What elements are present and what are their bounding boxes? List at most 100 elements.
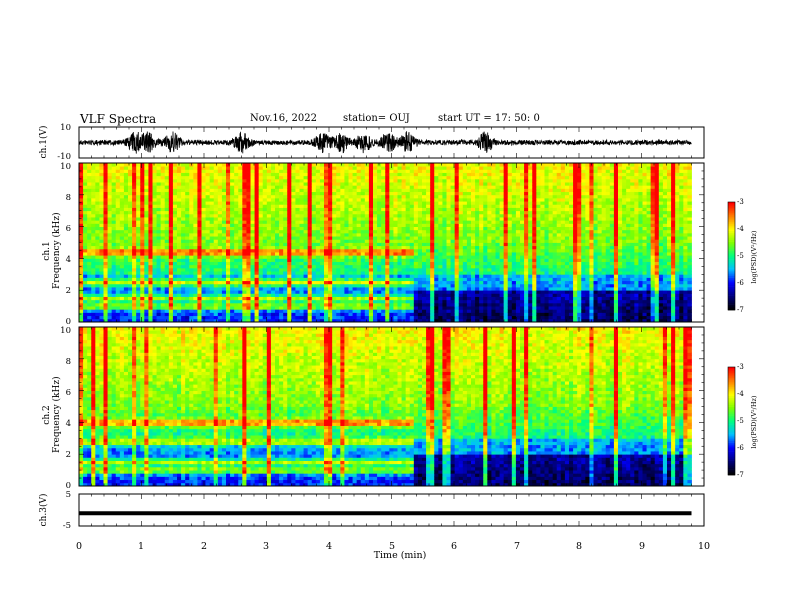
ch1-spectrogram-cell: [332, 194, 337, 199]
ch1-spectrogram-cell: [434, 169, 439, 173]
ch1-spectrogram-cell: [307, 226, 313, 231]
ch1-spectrogram-cell: [262, 217, 268, 221]
ch1-spectrogram-cell: [479, 302, 484, 307]
ch1-spectrogram-cell: [471, 207, 476, 212]
ch1-spectrogram-cell: [164, 201, 170, 205]
ch1-spectrogram-cell: [466, 261, 472, 266]
ch1-spectrogram-cell: [87, 318, 92, 323]
ch1-spectrogram-cell: [397, 261, 402, 266]
ch1-spectrogram-cell: [217, 290, 223, 294]
ch1-spectrogram-cell: [279, 290, 284, 294]
ch1-spectrogram-cell: [123, 299, 129, 304]
ch1-spectrogram-cell: [177, 166, 182, 170]
ch1-spectrogram-cell: [356, 163, 362, 167]
ch1-spectrogram-cell: [283, 277, 288, 282]
ch1-spectrogram-cell: [103, 306, 108, 310]
ch1-spectrogram-cell: [454, 267, 460, 272]
ch1-spectrogram-cell: [483, 201, 488, 205]
ch1-spectrogram-cell: [258, 293, 264, 297]
ch1-spectrogram-cell: [132, 191, 137, 196]
ch1-spectrogram-cell: [128, 287, 133, 291]
ch1-spectrogram-cell: [311, 271, 317, 275]
ch1-spectrogram-cell: [168, 223, 174, 227]
ch1-spectrogram-cell: [332, 283, 337, 288]
ch1-spectrogram-cell: [275, 306, 280, 310]
ch1-spectrogram-cell: [397, 315, 402, 320]
ch1-spectrogram-cell: [422, 166, 427, 170]
ch1-spectrogram-cell: [430, 293, 435, 297]
ch1-spectrogram-cell: [434, 274, 439, 278]
ch1-spectrogram-cell: [389, 261, 394, 266]
ch1-spectrogram-cell: [397, 201, 402, 205]
ch1-spectrogram-cell: [189, 207, 194, 212]
ch1-spectrogram-cell: [344, 226, 349, 231]
ch1-spectrogram-cell: [340, 204, 345, 208]
ch1-spectrogram-cell: [115, 236, 121, 240]
ch1-spectrogram-cell: [430, 226, 435, 231]
ch1-spectrogram-cell: [246, 242, 251, 247]
ch1-spectrogram-cell: [430, 283, 435, 288]
ch1-spectrogram-cell: [426, 299, 431, 304]
ch1-spectrogram-cell: [401, 175, 407, 180]
ch1-spectrogram-cell: [319, 188, 325, 193]
ch1-spectrogram-cell: [328, 210, 333, 215]
ch1-spectrogram-cell: [279, 296, 284, 301]
ch1-spectrogram-cell: [234, 185, 239, 189]
ch1-spectrogram-cell: [95, 223, 100, 227]
ch1-spectrogram-cell: [377, 277, 382, 282]
ch1-spectrogram-cell: [422, 299, 427, 304]
ch1-spectrogram-cell: [87, 178, 92, 183]
ch1-spectrogram-cells: [79, 163, 692, 323]
ch1-spectrogram-cell: [454, 201, 460, 205]
ch1-spectrogram-cell: [132, 188, 137, 193]
ch1-spectrogram-cell: [201, 264, 206, 269]
ch1-spectrogram-cell: [348, 277, 353, 282]
ch1-spectrogram-cell: [160, 169, 166, 173]
ch1-spectrogram-cell: [275, 223, 280, 227]
ch1-spectrogram-cell: [413, 315, 419, 320]
ch1-spectrogram-cell: [348, 293, 353, 297]
ch1-spectrogram-cell: [123, 258, 129, 262]
ch1-spectrogram-cell: [405, 274, 411, 278]
ch1-spectrogram-cell: [99, 169, 104, 173]
ch1-spectrogram-cell: [393, 264, 398, 269]
ch1-spectrogram-cell: [160, 232, 166, 237]
ch1-spectrogram-cell: [438, 163, 443, 167]
ch1-spectrogram-cell: [91, 271, 96, 275]
ch1-spectrogram-cell: [242, 306, 247, 310]
ch1-spectrogram-cell: [413, 280, 419, 285]
ch1-spectrogram-cell: [352, 175, 358, 180]
ch1-spectrogram-cell: [377, 223, 382, 227]
ch1-spectrogram-cell: [103, 175, 108, 180]
ch1-spectrogram-cell: [397, 302, 402, 307]
ch1-spectrogram-cell: [99, 290, 104, 294]
ch1-spectrogram-cell: [148, 207, 153, 212]
ch1-spectrogram-cell: [291, 213, 296, 218]
ch1-spectrogram-cell: [368, 302, 374, 307]
ch1-spectrogram-cell: [287, 178, 292, 183]
ch1-spectrogram-cell: [128, 309, 133, 313]
ch1-spectrogram-cell: [417, 267, 423, 272]
ch1-spectrogram-cell: [115, 318, 121, 323]
ch1-spectrogram-cell: [87, 163, 92, 167]
ch1-spectrogram-cell: [177, 261, 182, 266]
ch1-spectrogram-cell: [417, 182, 423, 186]
ch1-spectrogram-cell: [446, 271, 451, 275]
ch1-spectrogram-cell: [201, 191, 206, 196]
ch1-spectrogram-cell: [197, 210, 202, 215]
ch1-spectrogram-cell: [368, 280, 374, 285]
ch1-spectrogram-cell: [295, 210, 300, 215]
ch1-spectrogram-cell: [270, 290, 276, 294]
ch1-spectrogram-cell: [438, 283, 443, 288]
ch1-spectrogram-cell: [128, 217, 133, 221]
ch1-spectrogram-cell: [303, 201, 309, 205]
ch1-spectrogram-cell: [209, 306, 215, 310]
ch1-spectrogram-cell: [83, 280, 88, 285]
ch1-spectrogram-cell: [144, 194, 149, 199]
ch1-spectrogram-cell: [364, 178, 370, 183]
ch1-spectrogram-cell: [409, 267, 415, 272]
ch1-spectrogram-cell: [311, 315, 317, 320]
ch1-spectrogram-cell: [409, 217, 415, 221]
ch1-spectrogram-cell: [311, 318, 317, 323]
ch1-spectrogram-cell: [356, 191, 362, 196]
